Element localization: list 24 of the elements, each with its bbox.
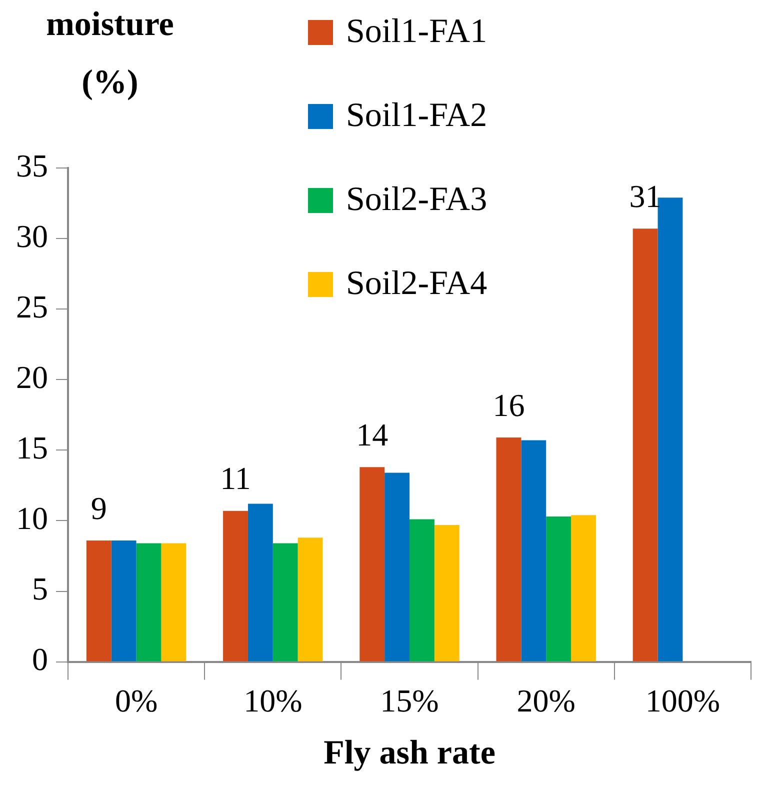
- data-label: 31: [629, 178, 662, 214]
- legend-label: Soil2-FA4: [346, 264, 488, 304]
- y-tick-label: 25: [16, 288, 48, 324]
- x-tick-label: 10%: [244, 682, 302, 718]
- y-tick-label: 30: [16, 218, 48, 254]
- x-tick-label: 0%: [114, 682, 158, 718]
- y-tick-label: 10: [16, 500, 48, 536]
- x-axis-title: Fly ash rate: [324, 734, 496, 772]
- x-tick-label: 100%: [645, 682, 720, 718]
- y-tick-label: 35: [16, 147, 48, 184]
- legend-label: Soil1-FA2: [346, 96, 488, 136]
- legend-label: Soil1-FA1: [346, 12, 488, 52]
- y-tick-label: 5: [32, 570, 48, 607]
- x-tick-label: 15%: [380, 682, 439, 718]
- legend-label: Soil2-FA3: [346, 180, 488, 220]
- y-tick-label: 20: [16, 359, 48, 396]
- y-tick-label: 0: [32, 641, 48, 678]
- data-label: 11: [220, 460, 251, 496]
- data-label: 16: [492, 386, 525, 423]
- data-label: 9: [90, 490, 107, 526]
- x-tick-label: 20%: [516, 682, 576, 718]
- data-label: 14: [356, 416, 388, 453]
- y-tick-label: 15: [16, 430, 48, 466]
- y-axis-title: moisture (%): [45, 5, 175, 103]
